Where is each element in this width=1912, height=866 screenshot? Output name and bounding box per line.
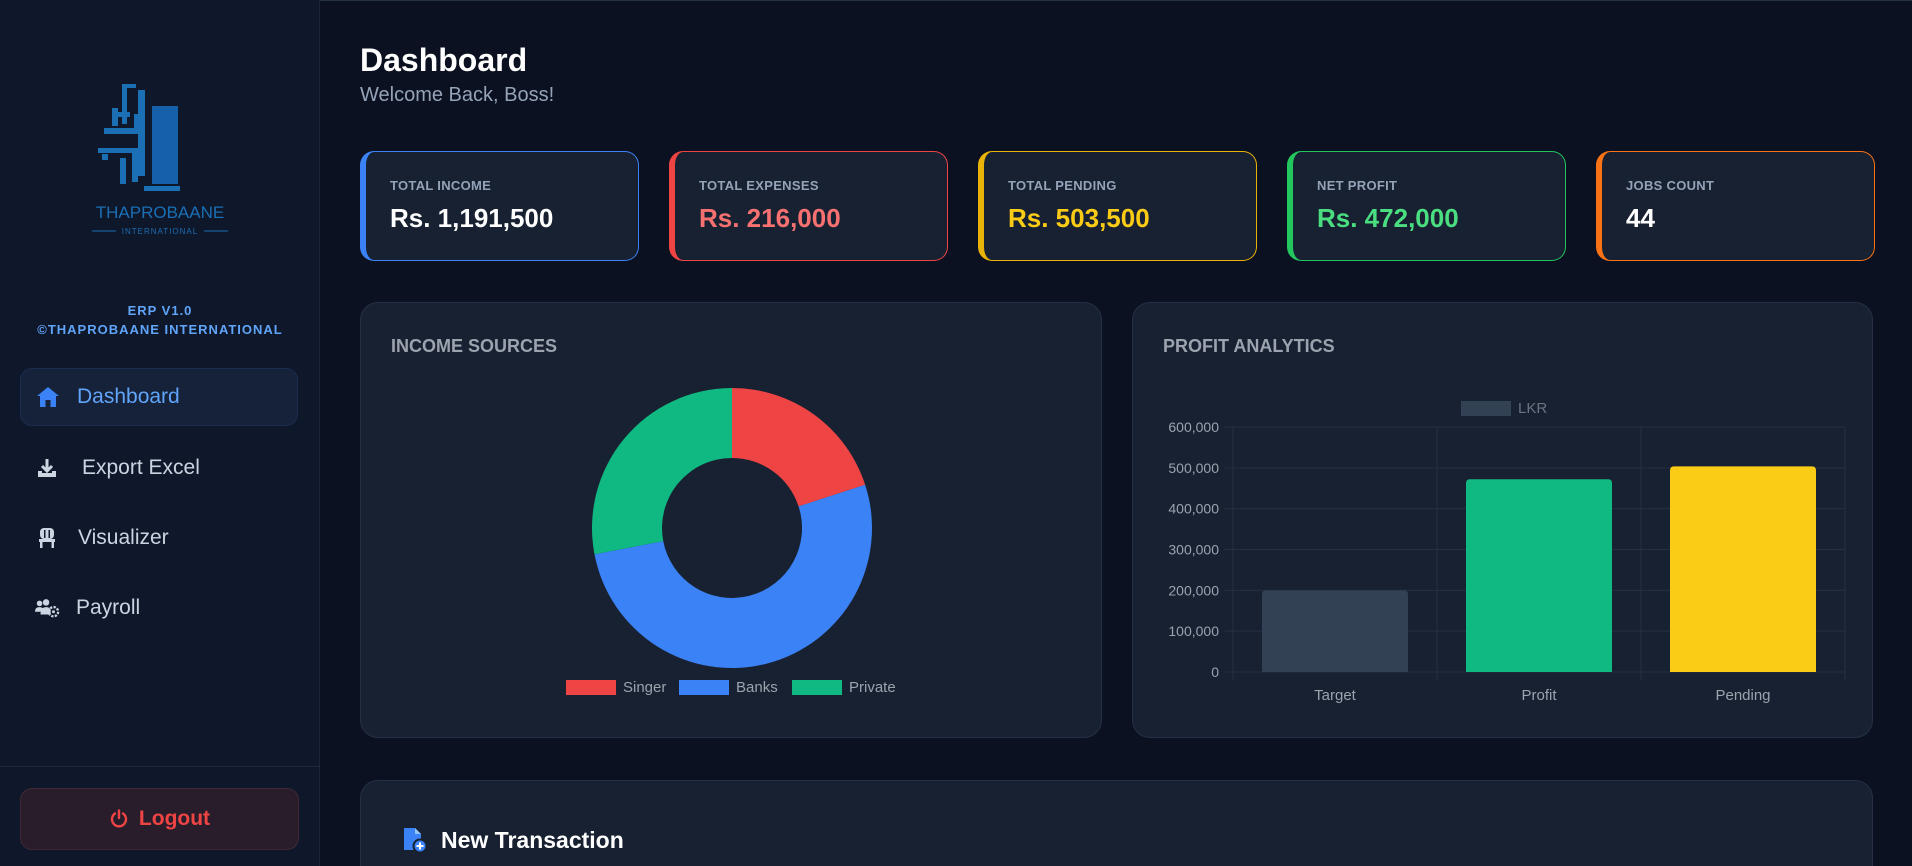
stat-label: TOTAL INCOME	[390, 178, 492, 193]
users-gear-icon	[34, 595, 60, 621]
y-tick-label: 0	[1211, 664, 1219, 680]
erp-version: ERP V1.0	[127, 303, 193, 318]
bar-target	[1262, 590, 1408, 672]
legend-swatch-singer	[566, 680, 616, 695]
income-sources-panel: INCOME SOURCES Singer Banks Private	[360, 302, 1102, 738]
stat-value: Rs. 472,000	[1317, 203, 1459, 233]
erp-copyright: ©THAPROBAANE INTERNATIONAL	[37, 322, 283, 337]
legend-label-lkr: LKR	[1518, 400, 1547, 417]
stat-card-total-expenses: TOTAL EXPENSES Rs. 216,000	[669, 151, 948, 261]
legend-swatch-lkr	[1461, 401, 1511, 416]
stat-value: Rs. 216,000	[699, 203, 841, 233]
donut-slice-singer	[732, 388, 866, 507]
chair-icon	[34, 525, 60, 551]
stat-label: NET PROFIT	[1317, 178, 1398, 193]
sidebar-item-visualizer[interactable]: Visualizer	[20, 509, 298, 567]
file-add-icon	[401, 826, 429, 854]
legend-swatch-banks	[679, 680, 729, 695]
stat-label: JOBS COUNT	[1626, 178, 1715, 193]
new-transaction-title: New Transaction	[441, 826, 624, 853]
stat-card-total-income: TOTAL INCOME Rs. 1,191,500	[360, 151, 639, 261]
bar-pending	[1670, 466, 1816, 672]
x-tick-label-target: Target	[1314, 687, 1357, 704]
logo-brand-name: THAPROBAANE	[96, 203, 224, 222]
income-sources-chart: Singer Banks Private	[566, 388, 896, 696]
logout-button[interactable]: Logout	[20, 788, 299, 850]
erp-info: ERP V1.0 ©THAPROBAANE INTERNATIONAL	[0, 301, 320, 339]
page-subtitle: Welcome Back, Boss!	[360, 84, 555, 106]
profit-analytics-chart: 0 100,000 200,000 300,000 400,000 500,000 600,…	[1168, 400, 1846, 704]
y-tick-label: 400,000	[1168, 501, 1219, 517]
income-sources-title: INCOME SOURCES	[391, 336, 558, 356]
sidebar-item-label: Export Excel	[82, 456, 200, 479]
stat-label: TOTAL PENDING	[1008, 178, 1117, 193]
new-transaction-heading: New Transaction	[401, 826, 624, 854]
y-tick-label: 300,000	[1168, 542, 1219, 558]
power-icon	[109, 809, 129, 829]
stat-value: Rs. 503,500	[1008, 203, 1150, 233]
logo-brand-sub: INTERNATIONAL	[122, 227, 198, 236]
profit-analytics-panel: PROFIT ANALYTICS 0 100,000 200,000 300,000 4…	[1132, 302, 1873, 738]
download-icon	[34, 455, 60, 481]
logout-label: Logout	[138, 807, 211, 830]
sidebar-item-label: Dashboard	[77, 385, 180, 408]
sidebar: THAPROBAANE INTERNATIONAL ERP V1.0 ©THAP…	[0, 0, 320, 866]
sidebar-item-export-excel[interactable]: Export Excel	[20, 439, 298, 497]
y-tick-label: 500,000	[1168, 460, 1219, 476]
sidebar-item-payroll[interactable]: Payroll	[20, 579, 298, 637]
x-tick-label-profit: Profit	[1521, 687, 1557, 704]
legend-swatch-private	[792, 680, 842, 695]
sidebar-divider	[0, 766, 320, 767]
page-title: Dashboard	[360, 42, 528, 78]
x-tick-label-pending: Pending	[1715, 687, 1770, 704]
sidebar-item-label: Visualizer	[78, 526, 169, 549]
home-icon	[35, 384, 61, 410]
top-border	[0, 0, 1912, 1]
stat-card-net-profit: NET PROFIT Rs. 472,000	[1287, 151, 1566, 261]
donut-slice-private	[592, 388, 732, 555]
sidebar-item-dashboard[interactable]: Dashboard	[20, 368, 298, 426]
legend-label-banks: Banks	[736, 679, 778, 696]
legend-label-singer: Singer	[623, 679, 666, 696]
legend-label-private: Private	[849, 679, 896, 696]
stat-value: 44	[1626, 203, 1655, 233]
bar-profit	[1466, 479, 1612, 672]
y-tick-label: 200,000	[1168, 582, 1219, 598]
y-tick-label: 100,000	[1168, 623, 1219, 639]
sidebar-item-label: Payroll	[76, 596, 141, 619]
stat-label: TOTAL EXPENSES	[699, 178, 819, 193]
profit-analytics-title: PROFIT ANALYTICS	[1163, 336, 1335, 356]
new-transaction-panel: New Transaction	[360, 780, 1873, 866]
stat-card-jobs-count: JOBS COUNT 44	[1596, 151, 1875, 261]
y-tick-label: 600,000	[1168, 419, 1219, 435]
stat-value: Rs. 1,191,500	[390, 203, 554, 233]
company-logo: THAPROBAANE INTERNATIONAL	[92, 84, 228, 236]
donut-slice-banks	[594, 484, 872, 668]
stat-card-total-pending: TOTAL PENDING Rs. 503,500	[978, 151, 1257, 261]
